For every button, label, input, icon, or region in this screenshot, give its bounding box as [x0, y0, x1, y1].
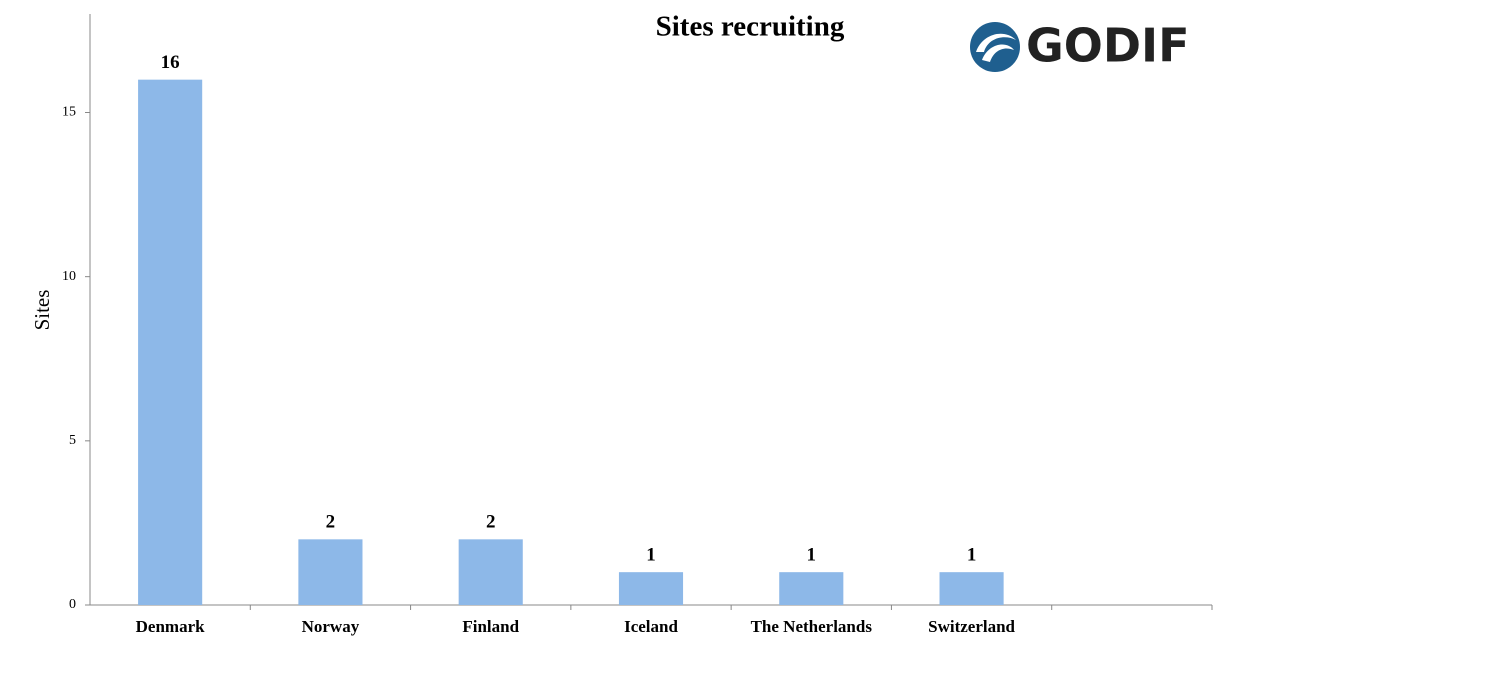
data-label: 16 [161, 52, 180, 73]
x-tick-label: The Netherlands [751, 617, 873, 636]
x-tick-label: Iceland [624, 617, 678, 636]
x-tick-label: Norway [302, 617, 360, 636]
logo-wave [976, 33, 1016, 52]
bar [458, 539, 523, 605]
data-label: 2 [326, 512, 336, 533]
chart-title: Sites recruiting [656, 11, 845, 43]
x-tick-label: Denmark [136, 617, 205, 636]
bar [779, 572, 844, 605]
logo-wave [982, 44, 1014, 62]
bar [939, 572, 1004, 605]
y-axis-label: Sites [30, 290, 54, 331]
y-tick-label: 10 [62, 269, 76, 284]
data-label: 2 [486, 512, 496, 533]
data-label: 1 [646, 545, 656, 566]
y-tick-label: 5 [69, 433, 76, 448]
data-label: 1 [807, 545, 817, 566]
x-tick-label: Finland [462, 617, 519, 636]
bar [138, 79, 203, 605]
y-tick-label: 15 [62, 105, 76, 120]
data-label: 1 [967, 545, 977, 566]
x-tick-label: Switzerland [928, 617, 1015, 636]
logo: GODIF [970, 19, 1190, 73]
bar [298, 539, 363, 605]
logo-text: GODIF [1026, 19, 1190, 73]
y-tick-label: 0 [69, 597, 76, 612]
bar [618, 572, 684, 605]
